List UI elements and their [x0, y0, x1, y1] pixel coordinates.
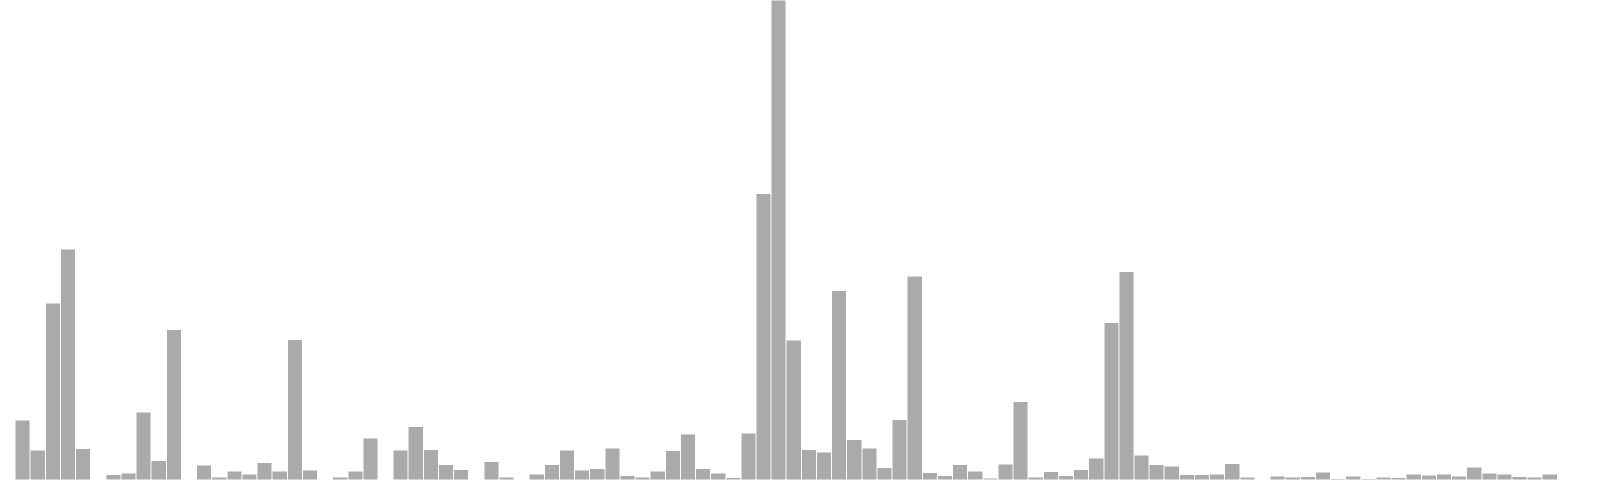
bar — [483, 460, 500, 480]
bar — [528, 473, 545, 480]
bar — [135, 411, 152, 480]
bar — [1118, 271, 1135, 480]
bar — [1148, 464, 1165, 480]
bar — [1299, 476, 1316, 480]
bar — [271, 470, 288, 480]
bar — [256, 462, 273, 480]
bar — [1345, 475, 1362, 480]
bar — [921, 471, 938, 480]
bar — [362, 437, 379, 480]
bar — [120, 472, 137, 480]
bar — [800, 448, 817, 480]
bar — [1496, 473, 1513, 480]
bar — [44, 302, 61, 480]
bar — [1466, 466, 1483, 480]
bar — [906, 275, 923, 480]
bar — [1073, 468, 1090, 480]
bar — [1103, 322, 1120, 480]
bar — [1314, 471, 1332, 480]
bar — [392, 449, 409, 480]
bar — [1435, 473, 1453, 480]
bar — [558, 449, 576, 480]
bar — [1209, 473, 1226, 480]
bar — [226, 470, 243, 480]
bar — [664, 450, 681, 480]
bar — [1420, 474, 1437, 480]
bar — [936, 475, 954, 480]
bar — [710, 472, 727, 480]
bar — [105, 474, 122, 480]
bar — [861, 447, 878, 480]
bar — [1178, 474, 1195, 480]
bar — [1193, 474, 1211, 480]
bar — [891, 419, 908, 480]
bar — [407, 426, 424, 480]
bar — [1269, 475, 1286, 480]
bar — [589, 467, 606, 480]
bar — [1163, 465, 1180, 480]
bar — [75, 447, 92, 480]
bar — [241, 473, 258, 480]
bar — [1224, 463, 1241, 480]
bar — [347, 470, 364, 480]
bar — [1451, 475, 1468, 480]
bar — [453, 468, 470, 480]
bar — [831, 289, 848, 480]
bar — [695, 467, 712, 480]
bar — [755, 192, 772, 480]
bar-series — [14, 0, 1573, 480]
bar — [437, 464, 455, 480]
bar — [422, 448, 439, 480]
bar — [150, 459, 167, 480]
bar — [876, 467, 893, 480]
bar — [997, 463, 1014, 480]
bar — [1541, 473, 1558, 480]
bar — [301, 469, 319, 480]
bar — [846, 439, 863, 480]
bar — [196, 464, 213, 480]
bar — [14, 419, 31, 480]
bar — [619, 475, 636, 480]
bar — [770, 0, 787, 480]
bar — [1511, 476, 1528, 480]
bar — [967, 470, 984, 480]
bar — [1012, 400, 1029, 480]
bar — [574, 469, 591, 480]
bar — [59, 248, 77, 480]
bar — [740, 432, 757, 480]
bar — [286, 338, 303, 480]
bar — [604, 447, 621, 480]
bar — [785, 339, 802, 480]
bar — [952, 464, 969, 480]
bar — [1481, 472, 1498, 480]
bar — [1405, 473, 1422, 480]
bar — [649, 470, 666, 480]
bar — [815, 451, 833, 480]
bar — [543, 464, 560, 480]
bar — [29, 449, 46, 480]
bar — [1042, 470, 1059, 480]
bar — [165, 328, 182, 480]
bar — [679, 433, 697, 480]
bar — [1133, 454, 1150, 480]
bar — [1057, 475, 1075, 480]
bar — [1088, 457, 1105, 480]
